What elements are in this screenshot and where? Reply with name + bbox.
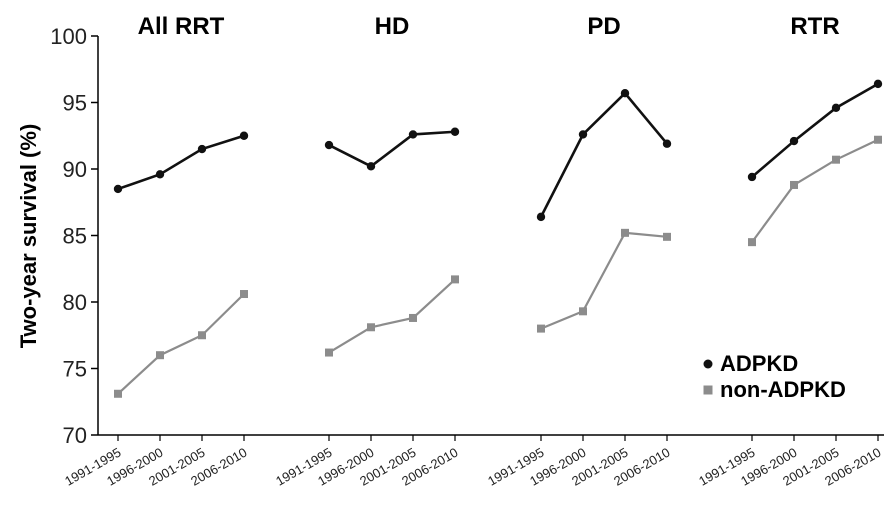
panel-title: HD bbox=[375, 13, 410, 40]
adpkd-point bbox=[620, 88, 630, 98]
non-adpkd-line bbox=[540, 231, 668, 330]
y-tick-label: 95 bbox=[63, 91, 87, 116]
non-adpkd-point bbox=[367, 323, 375, 332]
adpkd-point bbox=[747, 172, 757, 182]
adpkd-point bbox=[578, 130, 588, 139]
y-tick-label: 70 bbox=[63, 423, 87, 448]
non-adpkd-line bbox=[328, 278, 456, 354]
y-tick-label: 80 bbox=[63, 290, 87, 315]
panel-all-rrt: All RRT1991-19951996-20002001-20052006-2… bbox=[62, 13, 249, 489]
adpkd-point bbox=[113, 184, 123, 194]
adpkd-line bbox=[117, 134, 245, 191]
adpkd-point bbox=[662, 139, 672, 148]
y-axis-title: Two-year survival (%) bbox=[16, 124, 41, 349]
non-adpkd-point bbox=[156, 351, 164, 360]
adpkd-point bbox=[324, 140, 334, 150]
axes: 70 75 80 85 90 95 100 bbox=[50, 24, 884, 448]
non-adpkd-point bbox=[874, 135, 882, 144]
adpkd-point bbox=[873, 79, 883, 89]
non-adpkd-point bbox=[198, 331, 206, 340]
non-adpkd-point bbox=[409, 313, 417, 322]
y-tick-label: 85 bbox=[63, 224, 87, 249]
non-adpkd-line bbox=[117, 293, 245, 395]
non-adpkd-point bbox=[240, 290, 248, 299]
adpkd-line bbox=[328, 130, 456, 168]
non-adpkd-point bbox=[663, 232, 671, 241]
panels: All RRT1991-19951996-20002001-20052006-2… bbox=[62, 13, 883, 489]
adpkd-line bbox=[539, 91, 668, 218]
y-tick-label: 100 bbox=[50, 24, 87, 49]
non-adpkd-point bbox=[832, 155, 840, 164]
adpkd-line bbox=[751, 82, 879, 178]
adpkd-point bbox=[450, 127, 460, 136]
non-adpkd-point bbox=[325, 348, 333, 357]
adpkd-point bbox=[831, 103, 841, 113]
non-adpkd-point bbox=[621, 228, 629, 237]
adpkd-point bbox=[366, 162, 376, 171]
non-adpkd-point bbox=[451, 275, 459, 284]
legend-non-adpkd-marker bbox=[703, 385, 713, 395]
y-tick-label: 90 bbox=[63, 157, 87, 182]
non-adpkd-point bbox=[114, 389, 122, 398]
non-adpkd-point bbox=[748, 238, 756, 247]
panel-title: RTR bbox=[790, 13, 839, 40]
non-adpkd-point bbox=[790, 180, 798, 189]
y-tick-label: 75 bbox=[63, 357, 87, 382]
legend-adpkd-label: ADPKD bbox=[720, 351, 798, 376]
panel-title: All RRT bbox=[138, 13, 225, 40]
adpkd-point bbox=[239, 131, 249, 140]
adpkd-point bbox=[536, 212, 546, 222]
legend-adpkd-marker bbox=[703, 359, 713, 369]
adpkd-point bbox=[789, 136, 799, 146]
legend-non-adpkd-label: non-ADPKD bbox=[720, 377, 846, 402]
panel-title: PD bbox=[587, 13, 620, 40]
non-adpkd-point bbox=[537, 324, 545, 333]
adpkd-point bbox=[197, 144, 207, 154]
non-adpkd-point bbox=[579, 307, 587, 316]
non-adpkd-line bbox=[751, 138, 879, 243]
adpkd-point bbox=[408, 130, 418, 139]
adpkd-point bbox=[155, 170, 165, 179]
